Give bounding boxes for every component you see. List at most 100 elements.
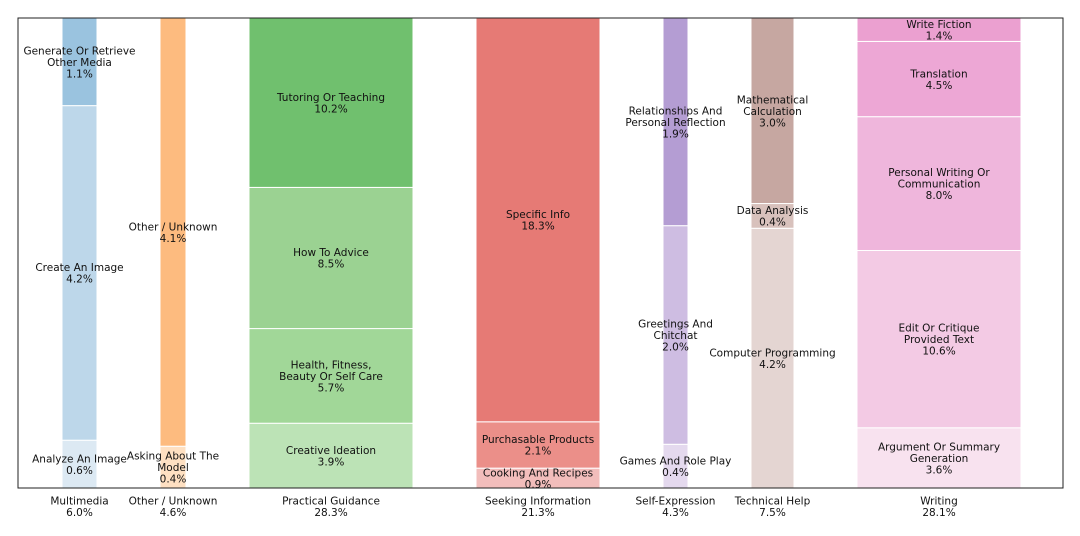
segment-label-write-fiction: Write Fiction 1.4% xyxy=(906,19,971,42)
category-label-practical-guidance-line: 28.3% xyxy=(314,507,347,519)
segment-label-edit-or-critique-provided-text: Edit Or Critique Provided Text 10.6% xyxy=(899,323,980,358)
category-label-seeking-information: Seeking Information 21.3% xyxy=(485,495,591,519)
segment-writing-translation xyxy=(856,40,1022,118)
segment-label-mathematical-calculation: Mathematical Calculation 3.0% xyxy=(737,94,809,129)
segment-label-creative-ideation-line: Creative Ideation xyxy=(286,445,376,457)
category-label-writing: Writing 28.1% xyxy=(920,495,958,519)
segment-label-cooking-and-recipes-line: 0.9% xyxy=(525,479,552,491)
segment-practical-guidance-health-fitness-beauty-or-self-care xyxy=(248,328,414,424)
segment-label-creative-ideation-line: 3.9% xyxy=(318,456,345,468)
segment-label-analyze-an-image-line: Analyze An Image xyxy=(32,453,127,465)
segment-technical-help-mathematical-calculation xyxy=(750,17,795,205)
segment-technical-help-data-analysis xyxy=(750,203,795,229)
segment-label-games-and-role-play-line: Games And Role Play xyxy=(620,455,732,467)
segment-label-games-and-role-play: Games And Role Play 0.4% xyxy=(620,455,732,479)
segment-label-purchasable-products-line: Purchasable Products xyxy=(482,434,594,446)
segment-label-relationships-and-personal-reflection: Relationships And Personal Reflection 1.9% xyxy=(625,105,725,140)
segment-label-how-to-advice-line: 8.5% xyxy=(318,259,345,271)
segment-technical-help-computer-programming xyxy=(750,227,795,489)
segment-label-generate-or-retrieve-other-media-line: Generate Or Retrieve xyxy=(23,45,135,57)
segment-label-generate-or-retrieve-other-media-line: Other Media xyxy=(47,57,112,69)
category-label-seeking-information-line: 21.3% xyxy=(521,507,554,519)
segment-label-health-fitness-beauty-or-self-care: Health, Fitness, Beauty Or Self Care 5.7% xyxy=(279,359,383,394)
category-label-multimedia-line: Multimedia xyxy=(50,495,108,507)
segment-label-generate-or-retrieve-other-media: Generate Or Retrieve Other Media 1.1% xyxy=(23,45,135,80)
category-labels-group: Multimedia 6.0% Other / Unknown 4.6% Practic… xyxy=(50,495,957,519)
segment-labels-group: Analyze An Image 0.6% Create An Image 4.2% G… xyxy=(23,19,1000,491)
category-label-technical-help-line: Technical Help xyxy=(734,495,811,507)
segment-label-personal-writing-or-communication-line: Personal Writing Or xyxy=(888,167,990,179)
segment-label-specific-info-line: 18.3% xyxy=(521,221,554,233)
segment-seeking-information-specific-info xyxy=(475,17,601,423)
segment-practical-guidance-creative-ideation xyxy=(248,422,414,489)
segment-writing-personal-writing-or-communication xyxy=(856,116,1022,251)
segment-label-computer-programming-line: Computer Programming xyxy=(709,347,835,359)
segment-multimedia-analyze-an-image xyxy=(61,439,98,489)
category-label-other-unknown-line: 4.6% xyxy=(160,507,187,519)
segment-label-generate-or-retrieve-other-media-line: 1.1% xyxy=(66,68,93,80)
segment-label-asking-about-the-model-line: Asking About The xyxy=(127,451,219,463)
segment-label-tutoring-or-teaching-line: 10.2% xyxy=(314,103,347,115)
segment-other-unknown-asking-about-the-model xyxy=(159,445,187,489)
segment-label-computer-programming-line: 4.2% xyxy=(759,359,786,371)
segment-label-tutoring-or-teaching: Tutoring Or Teaching 10.2% xyxy=(276,92,385,116)
segment-label-personal-writing-or-communication-line: Communication xyxy=(898,179,981,191)
segment-label-argument-or-summary-generation-line: 3.6% xyxy=(926,464,953,476)
segment-label-mathematical-calculation-line: 3.0% xyxy=(759,117,786,129)
segment-label-other-unknown-line: 4.1% xyxy=(160,233,187,245)
category-label-self-expression-line: Self-Expression xyxy=(636,495,716,507)
segment-label-data-analysis-line: 0.4% xyxy=(759,217,786,229)
segment-label-argument-or-summary-generation-line: Generation xyxy=(910,453,969,465)
segment-practical-guidance-how-to-advice xyxy=(248,186,414,330)
segment-label-personal-writing-or-communication: Personal Writing Or Communication 8.0% xyxy=(888,167,990,202)
category-label-technical-help-line: 7.5% xyxy=(759,507,786,519)
segment-label-asking-about-the-model-line: 0.4% xyxy=(160,474,187,486)
segment-self-expression-greetings-and-chitchat xyxy=(662,225,689,445)
segment-label-health-fitness-beauty-or-self-care-line: Health, Fitness, xyxy=(291,359,372,371)
bars-group xyxy=(61,17,1022,489)
category-label-multimedia-line: 6.0% xyxy=(66,507,93,519)
segment-label-greetings-and-chitchat-line: 2.0% xyxy=(662,341,689,353)
segment-label-greetings-and-chitchat-line: Greetings And xyxy=(638,318,713,330)
segment-label-asking-about-the-model: Asking About The Model 0.4% xyxy=(127,451,219,486)
segment-label-other-unknown: Other / Unknown 4.1% xyxy=(129,221,218,245)
segment-label-health-fitness-beauty-or-self-care-line: 5.7% xyxy=(318,382,345,394)
segment-label-how-to-advice-line: How To Advice xyxy=(293,247,369,259)
segment-label-creative-ideation: Creative Ideation 3.9% xyxy=(286,445,376,469)
segment-label-health-fitness-beauty-or-self-care-line: Beauty Or Self Care xyxy=(279,371,383,383)
segment-label-how-to-advice: How To Advice 8.5% xyxy=(293,247,369,271)
segment-label-translation-line: 4.5% xyxy=(926,80,953,92)
segment-label-relationships-and-personal-reflection-line: Personal Reflection xyxy=(625,117,725,129)
segment-label-edit-or-critique-provided-text-line: Edit Or Critique xyxy=(899,323,980,335)
segment-label-tutoring-or-teaching-line: Tutoring Or Teaching xyxy=(276,92,385,104)
segment-writing-edit-or-critique-provided-text xyxy=(856,249,1022,429)
segment-label-specific-info-line: Specific Info xyxy=(506,209,570,221)
category-label-technical-help: Technical Help 7.5% xyxy=(734,495,811,519)
segment-label-mathematical-calculation-line: Calculation xyxy=(743,106,802,118)
segment-practical-guidance-tutoring-or-teaching xyxy=(248,17,414,188)
category-label-multimedia: Multimedia 6.0% xyxy=(50,495,108,519)
segment-label-translation: Translation 4.5% xyxy=(909,68,967,92)
segment-label-greetings-and-chitchat: Greetings And Chitchat 2.0% xyxy=(638,318,713,353)
category-label-other-unknown-line: Other / Unknown xyxy=(129,495,218,507)
segment-label-create-an-image: Create An Image 4.2% xyxy=(35,262,123,286)
segment-label-analyze-an-image-line: 0.6% xyxy=(66,465,93,477)
segment-label-translation-line: Translation xyxy=(909,68,967,80)
category-label-self-expression-line: 4.3% xyxy=(662,507,689,519)
segment-label-data-analysis-line: Data Analysis xyxy=(737,205,809,217)
segment-label-create-an-image-line: 4.2% xyxy=(66,274,93,286)
category-label-practical-guidance: Practical Guidance 28.3% xyxy=(282,495,380,519)
segment-multimedia-create-an-image xyxy=(61,105,98,441)
segment-label-purchasable-products: Purchasable Products 2.1% xyxy=(482,434,594,458)
plot-frame xyxy=(17,17,1064,489)
segment-label-relationships-and-personal-reflection-line: Relationships And xyxy=(629,105,723,117)
segment-label-asking-about-the-model-line: Model xyxy=(157,462,189,474)
segment-label-cooking-and-recipes-line: Cooking And Recipes xyxy=(483,467,593,479)
segment-label-write-fiction-line: 1.4% xyxy=(926,30,953,42)
segment-label-argument-or-summary-generation-line: Argument Or Summary xyxy=(878,441,1000,453)
segment-label-other-unknown-line: Other / Unknown xyxy=(129,221,218,233)
category-label-writing-line: 28.1% xyxy=(922,507,955,519)
segment-label-argument-or-summary-generation: Argument Or Summary Generation 3.6% xyxy=(878,441,1000,476)
category-label-writing-line: Writing xyxy=(920,495,958,507)
segment-label-edit-or-critique-provided-text-line: Provided Text xyxy=(904,334,974,346)
